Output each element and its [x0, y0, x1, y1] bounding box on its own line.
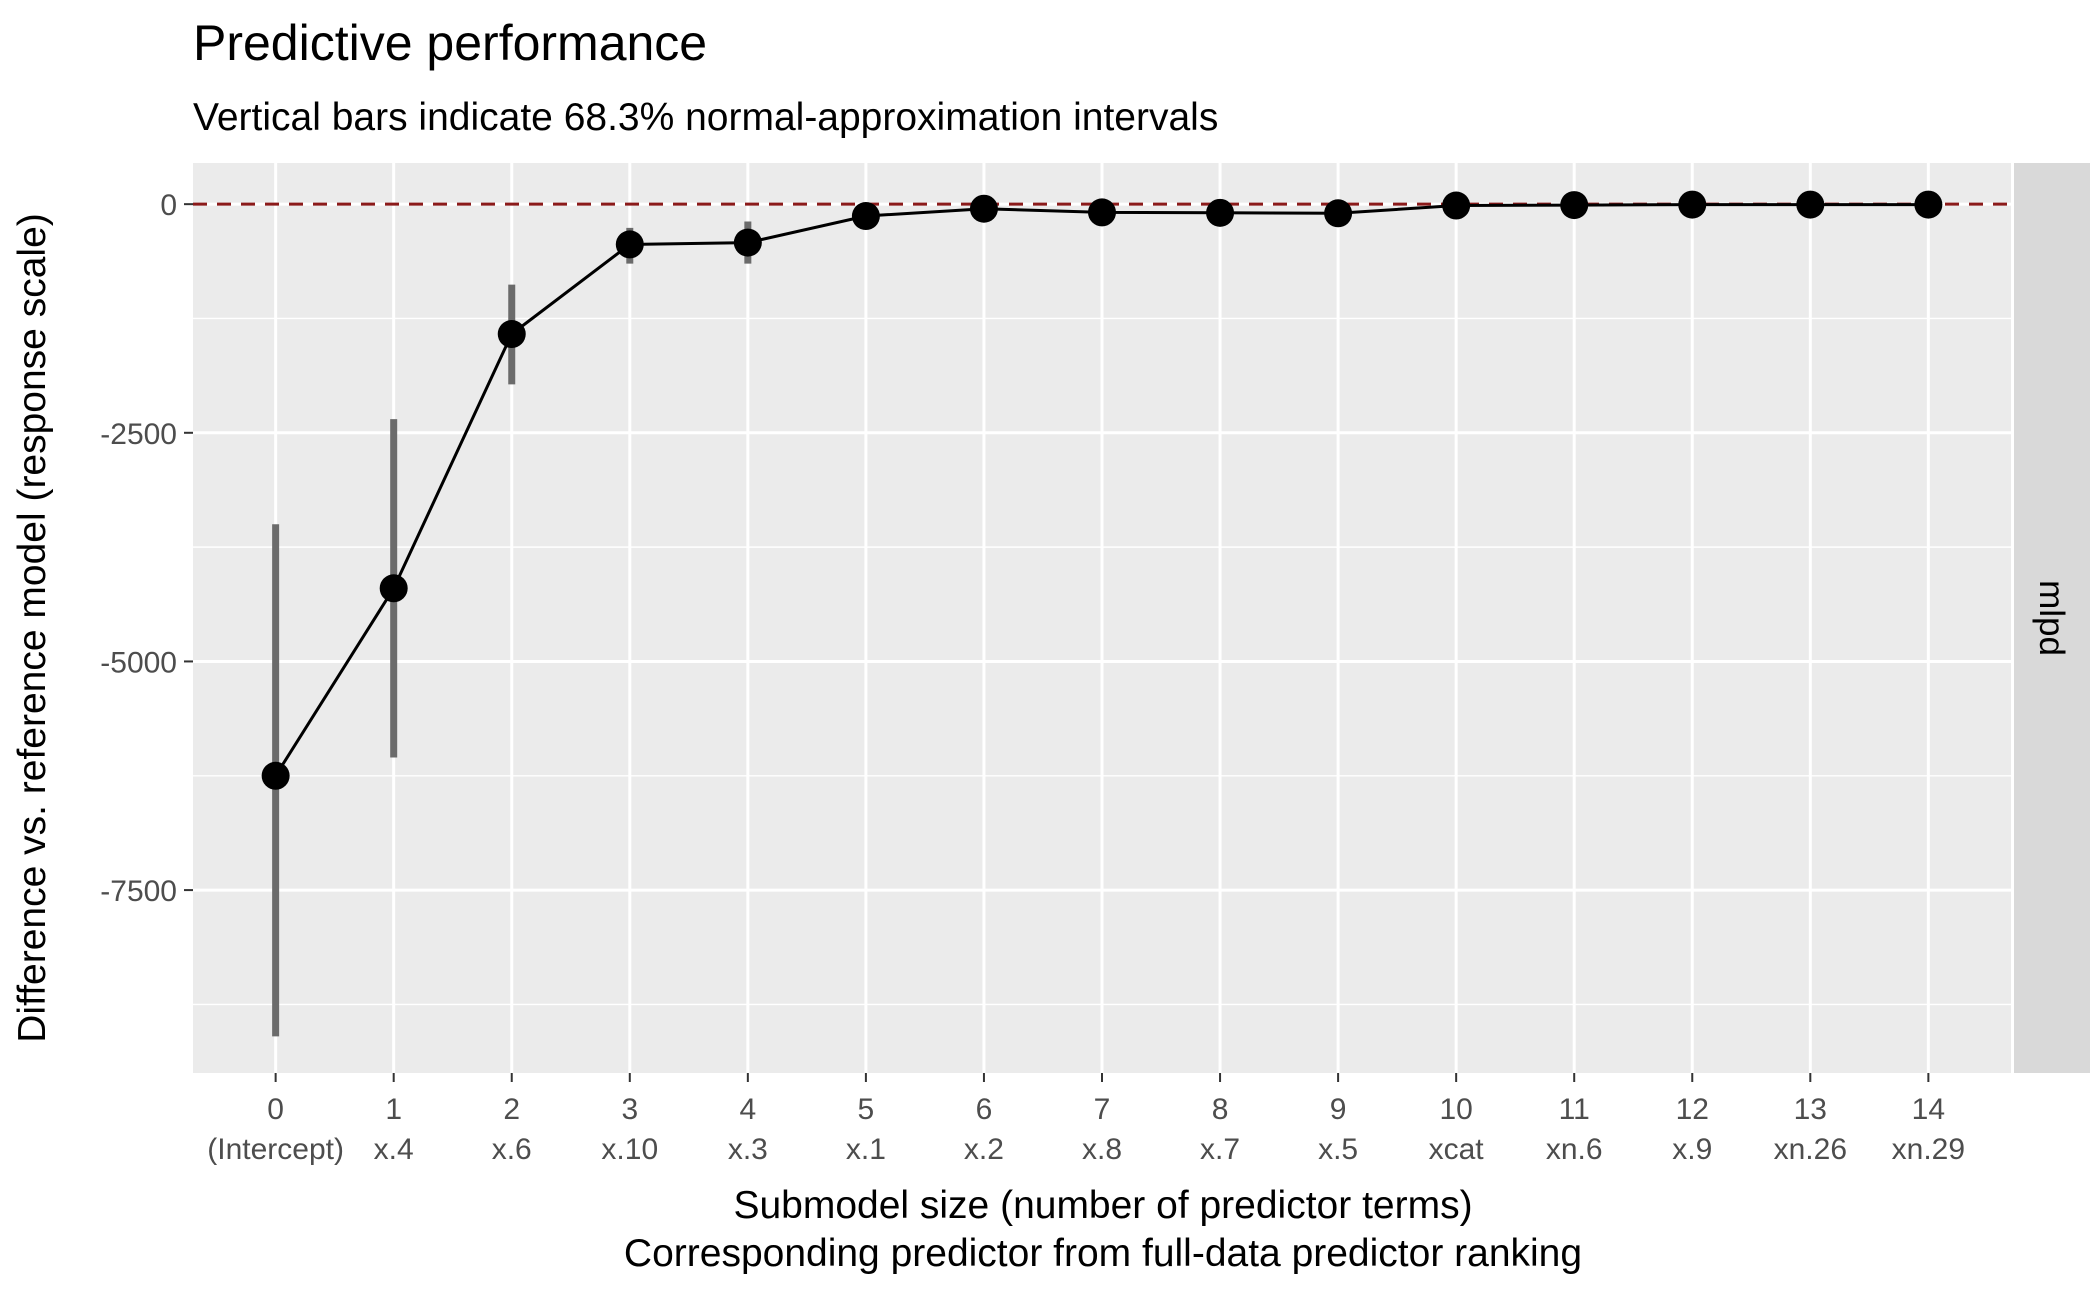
y-axis-ticks: 0 -2500 -5000 -7500: [100, 189, 193, 908]
x-tick-label: 2: [503, 1093, 520, 1126]
x-tick-label: 6: [976, 1093, 993, 1126]
x-tick-label: 4: [740, 1093, 757, 1126]
x-tick-label: 1: [385, 1093, 402, 1126]
x-tick-sublabel: x.8: [1082, 1133, 1122, 1166]
data-points: [261, 190, 1943, 790]
x-tick-label: 10: [1439, 1093, 1472, 1126]
data-point: [1796, 190, 1825, 219]
data-point: [1914, 190, 1943, 219]
x-axis-ticks: 0 (Intercept) 1 x.4 2 x.6 3 x.10 4 x.3 5 x.1 6 x.2 7 x.…: [207, 1073, 1965, 1166]
x-tick-label: 9: [1330, 1093, 1347, 1126]
x-tick-label: 12: [1676, 1093, 1709, 1126]
data-point: [497, 320, 526, 349]
data-point: [1678, 190, 1707, 219]
facet-strip: [2014, 163, 2090, 1073]
x-tick-sublabel: x.5: [1318, 1133, 1358, 1166]
x-tick-label: 11: [1559, 1093, 1590, 1126]
x-tick-label: 8: [1212, 1093, 1229, 1126]
x-tick-sublabel: xn.26: [1774, 1133, 1847, 1166]
x-axis-subtitle: Corresponding predictor from full-data p…: [624, 1232, 1582, 1275]
data-point: [379, 574, 408, 603]
data-point: [1442, 191, 1471, 220]
x-tick-label: 0: [267, 1093, 284, 1126]
x-tick-sublabel: x.9: [1672, 1133, 1712, 1166]
y-tick-label: 0: [160, 189, 177, 222]
x-tick-sublabel: x.2: [964, 1133, 1004, 1166]
x-tick-sublabel: x.3: [728, 1133, 768, 1166]
data-point: [733, 228, 762, 257]
data-point: [261, 761, 290, 790]
x-tick-sublabel: (Intercept): [207, 1133, 344, 1166]
x-tick-sublabel: x.4: [374, 1133, 414, 1166]
x-tick-sublabel: x.6: [492, 1133, 532, 1166]
y-tick-label: -7500: [100, 875, 177, 908]
x-tick-sublabel: x.7: [1200, 1133, 1240, 1166]
data-point: [1088, 198, 1116, 227]
data-point: [969, 194, 998, 223]
x-tick-label: 7: [1094, 1093, 1111, 1126]
x-tick-sublabel: xn.6: [1546, 1133, 1603, 1166]
y-tick-label: -5000: [100, 646, 177, 679]
y-axis-title: Difference vs. reference model (response…: [11, 213, 54, 1043]
x-tick-label: 13: [1794, 1093, 1827, 1126]
x-tick-sublabel: xn.29: [1892, 1133, 1965, 1166]
x-tick-label: 14: [1912, 1093, 1945, 1126]
y-tick-label: -2500: [100, 418, 177, 451]
chart-title: Predictive performance: [193, 15, 707, 71]
x-tick-sublabel: x.10: [601, 1133, 658, 1166]
data-point: [1206, 198, 1235, 227]
data-point: [1560, 191, 1589, 220]
data-point: [851, 202, 880, 231]
x-tick-label: 5: [858, 1093, 875, 1126]
x-tick-label: 3: [621, 1093, 638, 1126]
x-axis-title: Submodel size (number of predictor terms…: [733, 1184, 1472, 1227]
facet-strip-label: mlpd: [2032, 580, 2071, 656]
x-tick-sublabel: x.1: [846, 1133, 886, 1166]
x-tick-sublabel: xcat: [1429, 1133, 1485, 1166]
chart-subtitle: Vertical bars indicate 68.3% normal-appr…: [193, 96, 1218, 139]
data-point: [1324, 199, 1353, 228]
data-point: [615, 230, 644, 259]
